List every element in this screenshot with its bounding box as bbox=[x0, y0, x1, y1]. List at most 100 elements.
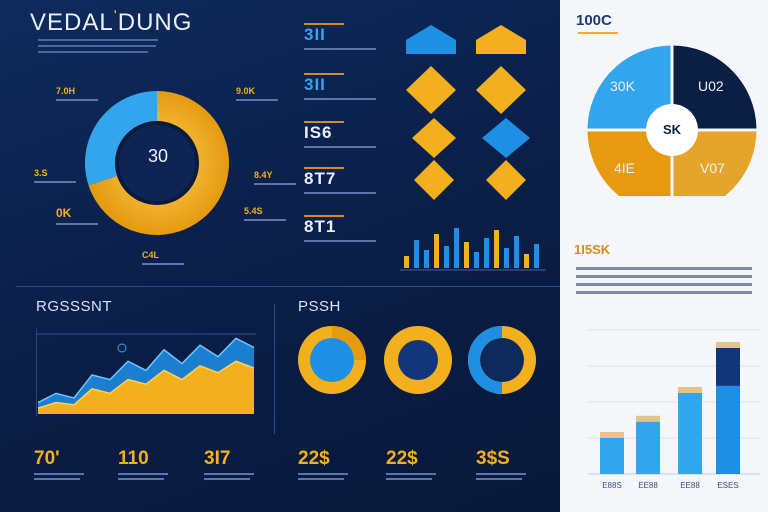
pie-label-1: 30K bbox=[610, 78, 635, 94]
donut-label-3-text: 3.S bbox=[34, 168, 48, 178]
donut-label-4-text: 0K bbox=[56, 206, 72, 220]
mini-bar-13 bbox=[524, 254, 529, 268]
donut-label-6-text: 5.4S bbox=[244, 206, 263, 216]
bottom-stat-2: 110 bbox=[118, 448, 168, 480]
mini-bar-1 bbox=[404, 256, 409, 268]
bar-cap bbox=[600, 432, 624, 438]
mini-bar-12 bbox=[514, 236, 519, 268]
gold-diamond-icon bbox=[486, 160, 526, 200]
area-chart-layers bbox=[37, 337, 255, 414]
right-text-lines bbox=[576, 264, 752, 294]
pie-label-4: V07 bbox=[700, 160, 725, 176]
bottom-stat-3: 3I7 bbox=[204, 448, 254, 480]
progress-chart-title: RGSSSNT bbox=[36, 298, 113, 315]
bar-cap bbox=[636, 415, 660, 422]
right-top-label: 100C bbox=[576, 12, 612, 29]
donut-label-1: 7.0H bbox=[56, 86, 98, 101]
main-donut-chart bbox=[85, 91, 229, 235]
bottom-stat-5-value: 22$ bbox=[386, 448, 418, 469]
donut-label-7-text: 8.4Y bbox=[254, 170, 273, 180]
donut-center-disc bbox=[115, 121, 199, 205]
ring-chart-1 bbox=[298, 326, 366, 394]
donut-label-4: 0K bbox=[56, 206, 98, 225]
donut-label-7: 8.4Y bbox=[254, 170, 296, 185]
chart-marker-icon bbox=[117, 343, 127, 353]
right-bar-group: E88S EE88 EE88 ESES bbox=[600, 342, 740, 490]
page-title: VEDAL'DUNG bbox=[30, 8, 192, 37]
vertical-divider bbox=[274, 304, 275, 434]
ring-chart-3 bbox=[468, 326, 536, 394]
area-series-1 bbox=[38, 361, 254, 414]
bar-label-1: E88S bbox=[602, 481, 622, 490]
bar-top-segment bbox=[716, 348, 740, 386]
stat-item-5: 8T1 bbox=[304, 212, 376, 242]
quadrant-slice-V07 bbox=[670, 128, 760, 196]
mini-bar-5 bbox=[444, 246, 449, 268]
title-subtext bbox=[38, 36, 158, 53]
mini-bar-3 bbox=[424, 250, 429, 268]
stat-value-4: 8T7 bbox=[304, 169, 337, 188]
donut-label-5-text: C4L bbox=[142, 250, 160, 260]
stat-value-5: 8T1 bbox=[304, 217, 337, 236]
quadrant-slices bbox=[584, 42, 760, 196]
stat-value-3: IS6 bbox=[304, 123, 333, 142]
bottom-stat-2-value: 110 bbox=[118, 448, 149, 469]
bottom-stat-4-value: 22$ bbox=[298, 448, 330, 469]
bottom-stat-3-value: 3I7 bbox=[204, 448, 231, 469]
bottom-stat-5: 22$ bbox=[386, 448, 436, 480]
stat-value-2: 3II bbox=[304, 75, 326, 94]
diamond-tiles bbox=[406, 25, 530, 200]
pie-center-disc bbox=[646, 104, 698, 156]
mini-bar-9 bbox=[484, 238, 489, 268]
bar-label-2: EE88 bbox=[638, 481, 658, 490]
mini-bar-11 bbox=[504, 248, 509, 268]
stat-item-3: IS6 bbox=[304, 118, 376, 148]
bar-cap bbox=[716, 342, 740, 348]
quadrant-slice-U02 bbox=[670, 42, 760, 132]
blue-diamond-icon bbox=[482, 118, 530, 158]
bar-label-4: ESES bbox=[717, 481, 738, 490]
bottom-stat-4: 22$ bbox=[298, 448, 348, 480]
right-top-underline bbox=[578, 32, 618, 34]
gold-hex-icon bbox=[476, 25, 526, 54]
mini-bar-group bbox=[400, 228, 546, 271]
bottom-stat-1: 70' bbox=[34, 448, 84, 480]
ring-panel-title: PSSH bbox=[298, 298, 341, 315]
section-divider bbox=[16, 286, 560, 287]
bottom-stat-6-value: 3$S bbox=[476, 448, 510, 469]
mini-bar-6 bbox=[454, 228, 459, 268]
donut-label-5: C4L bbox=[142, 250, 184, 265]
bar-2 bbox=[636, 421, 660, 474]
pie-center-label: SK bbox=[662, 122, 682, 137]
blue-hex-icon bbox=[406, 25, 456, 54]
donut-label-3: 3.S bbox=[34, 168, 76, 183]
title-accent: ' bbox=[113, 8, 118, 25]
stat-item-2: 3II bbox=[304, 70, 376, 100]
ring-charts bbox=[298, 326, 536, 394]
mini-bar-7 bbox=[464, 242, 469, 268]
quadrant-slice-30K bbox=[584, 42, 674, 132]
mini-bar-10 bbox=[494, 230, 499, 268]
donut-label-2-text: 9.0K bbox=[236, 86, 256, 96]
donut-label-6: 5.4S bbox=[244, 206, 286, 221]
stat-item-4: 8T7 bbox=[304, 164, 376, 194]
bar-cap bbox=[678, 387, 702, 393]
title-part-1: VEDAL bbox=[30, 9, 114, 36]
right-side-value: 1I5SK bbox=[574, 242, 611, 257]
gold-diamond-icon bbox=[412, 118, 456, 158]
bar-1 bbox=[600, 438, 624, 474]
mini-bar-4 bbox=[434, 234, 439, 268]
donut-label-1-text: 7.0H bbox=[56, 86, 76, 96]
bottom-stat-6: 3$S bbox=[476, 448, 526, 480]
quadrant-pie-chart bbox=[584, 42, 760, 196]
right-bar-chart: E88S EE88 EE88 ESES bbox=[588, 329, 760, 490]
gold-diamond-icon bbox=[476, 66, 526, 114]
donut-center-value: 30 bbox=[147, 146, 169, 166]
area-line-1 bbox=[37, 360, 255, 409]
stat-item-1: 3II bbox=[304, 20, 376, 50]
bottom-stat-1-value: 70' bbox=[34, 448, 60, 469]
area-chart bbox=[36, 328, 256, 416]
stat-value-1: 3II bbox=[304, 25, 326, 44]
title-part-2: DUNG bbox=[117, 9, 193, 36]
mini-bar-14 bbox=[534, 244, 539, 268]
